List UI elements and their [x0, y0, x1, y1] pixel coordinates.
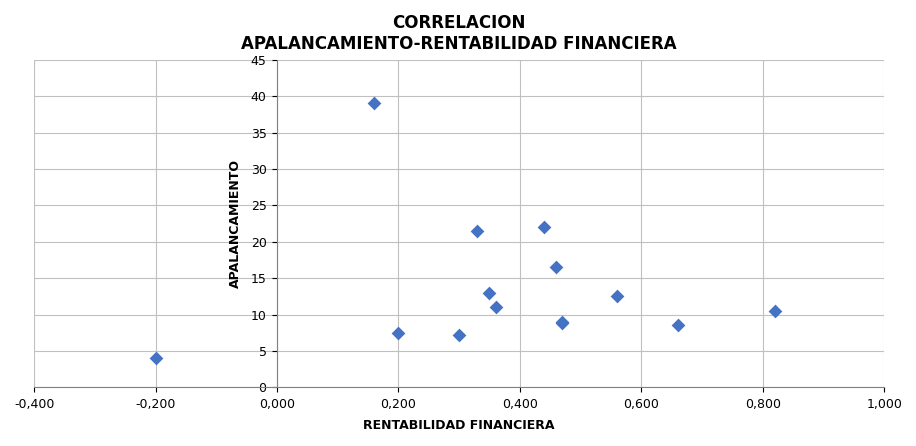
Point [452, 331, 466, 339]
Point [391, 329, 406, 336]
Point [768, 307, 782, 314]
Point [482, 289, 496, 296]
Point [555, 320, 570, 327]
Point [470, 227, 485, 235]
Point [537, 223, 551, 231]
Point [610, 293, 625, 300]
Point [549, 264, 563, 271]
Point [148, 355, 163, 362]
Point [366, 100, 381, 107]
X-axis label: RENTABILIDAD FINANCIERA: RENTABILIDAD FINANCIERA [364, 419, 555, 432]
Title: CORRELACION
APALANCAMIENTO-RENTABILIDAD FINANCIERA: CORRELACION APALANCAMIENTO-RENTABILIDAD … [241, 14, 677, 53]
Point [488, 304, 503, 311]
Y-axis label: APALANCAMIENTO: APALANCAMIENTO [229, 159, 243, 288]
Point [671, 322, 685, 329]
Point [555, 318, 570, 326]
